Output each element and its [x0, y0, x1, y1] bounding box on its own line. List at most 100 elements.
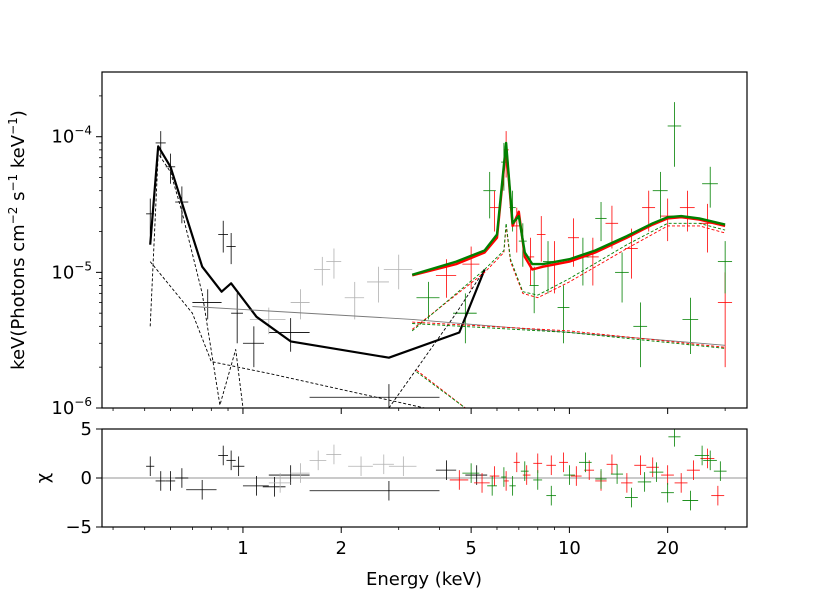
residual-data-point: [703, 450, 717, 471]
spectrum-data-point: [667, 102, 682, 167]
residual-data-point: [509, 476, 516, 496]
spectrum-data-point: [192, 289, 222, 320]
residual-data-point: [503, 471, 509, 491]
spectrum-data-point: [367, 266, 389, 303]
spectrum-ylabel: keV(Photons cm−2 s−1 keV−1): [6, 110, 29, 370]
series-red-component-reflection: [412, 321, 726, 348]
residual-ticks: 1 2 5 10 20 −5 0 5: [65, 419, 726, 559]
residual-data-point: [694, 445, 710, 466]
y-tick-label: 10−4: [51, 124, 92, 148]
series-green-component-hard: [411, 222, 726, 332]
spectrum-data-point: [624, 228, 638, 279]
x-axis-label: Energy (keV): [366, 569, 482, 590]
x-tick-label: 2: [335, 538, 346, 559]
spectrum-data-point: [383, 254, 413, 290]
residual-data-point: [661, 465, 674, 485]
spectrum-data-point: [344, 281, 365, 320]
residual-data-point: [533, 453, 543, 474]
residual-data-point: [559, 452, 568, 473]
residual-data-point: [621, 473, 633, 493]
spectrum-data-point: [702, 166, 718, 208]
x-tick-label: 1: [237, 538, 248, 559]
residual-data-point: [487, 476, 497, 496]
residual-data-point: [513, 452, 520, 473]
residual-data-point: [388, 456, 417, 477]
y-tick-label: 10−5: [51, 259, 92, 283]
residual-data-point: [522, 465, 531, 485]
residual-data-point: [546, 455, 557, 476]
residual-data-point: [165, 471, 176, 491]
residual-data-point: [242, 476, 269, 496]
series-green-component-reflection: [412, 323, 726, 349]
spectrum-data-point: [326, 248, 342, 279]
spectrum-data-point: [536, 216, 546, 262]
series-green-component-absorbed: [416, 371, 466, 408]
x-tick-label: 10: [558, 538, 581, 559]
residual-data-point: [435, 460, 457, 480]
spectrum-data-point: [557, 285, 570, 344]
residual-data-point: [465, 465, 488, 485]
spectrum-data-point: [576, 237, 590, 286]
spectrum-data-point: [529, 266, 539, 314]
residual-data-point: [713, 461, 727, 481]
residual-data-point: [700, 448, 715, 469]
spectrum-data-point: [218, 220, 229, 253]
series-red-total-model: [411, 145, 726, 277]
y-tick-label: 10−6: [51, 395, 92, 419]
spectrum-data-point: [242, 326, 264, 368]
spectrum-panel: 10−6 10−5 10−4 keV(Photons cm−2 s−1 keV−1): [6, 71, 748, 419]
residual-data-point: [649, 462, 664, 482]
residual-data-point: [546, 485, 557, 506]
spectrum-data-point: [586, 237, 599, 286]
residual-data-point: [595, 469, 607, 489]
residual-y-tick-label: 5: [81, 419, 92, 440]
series-grey-continuum: [192, 306, 726, 346]
spectrum-data-point: [549, 241, 560, 294]
residual-data-point: [606, 454, 618, 475]
residual-ylabel: χ: [33, 473, 54, 483]
residual-data-point: [268, 465, 310, 485]
residual-data-point: [290, 463, 310, 483]
spectrum-data-point: [595, 202, 607, 242]
residual-data-point: [309, 450, 327, 471]
residual-data-point: [462, 463, 480, 483]
spectrum-data-point: [633, 302, 648, 368]
spectrum-data-point: [290, 289, 310, 320]
spectrum-data-point: [268, 318, 310, 352]
spectrum-data-point: [652, 171, 668, 219]
spectrum-data-point: [483, 171, 496, 219]
residual-data-point: [533, 470, 543, 490]
spectrum-axes-frame: [101, 71, 748, 409]
residual-data-point: [262, 477, 286, 497]
spectrum-data-point: [682, 297, 699, 355]
spectrum-plot-area: [146, 102, 733, 408]
spectrum-data-point: [489, 190, 500, 232]
residual-data-point: [674, 473, 688, 493]
spectrum-data-point: [226, 233, 236, 265]
residual-panel: 1 2 5 10 20 −5 0 5 χ Energy (keV): [33, 419, 748, 590]
residual-data-point: [578, 452, 592, 473]
residual-data-point: [372, 454, 394, 475]
series-black-component-soft: [149, 153, 244, 408]
residual-y-tick-label: 0: [81, 468, 92, 489]
residual-data-point: [682, 490, 699, 511]
residual-data-point: [218, 445, 229, 466]
residual-data-point: [610, 464, 624, 484]
residual-data-point: [232, 456, 245, 477]
residual-data-point: [326, 444, 342, 465]
spectrum-data-point: [462, 246, 480, 290]
residual-data-point: [348, 456, 373, 477]
residual-data-point: [637, 472, 652, 492]
spectrum-data-point: [615, 252, 629, 303]
series-black-total-model: [149, 145, 486, 359]
series-black-component-power-law: [149, 261, 425, 408]
residual-data-point: [268, 473, 291, 493]
residual-data-point: [155, 471, 166, 491]
spectrum-data-point: [679, 190, 695, 232]
spectrum-data-point: [231, 293, 243, 344]
spectrum-data-point: [313, 256, 331, 286]
spectrum-data-point: [416, 281, 440, 320]
residual-data-point: [686, 460, 700, 480]
residual-data-point: [226, 450, 236, 471]
